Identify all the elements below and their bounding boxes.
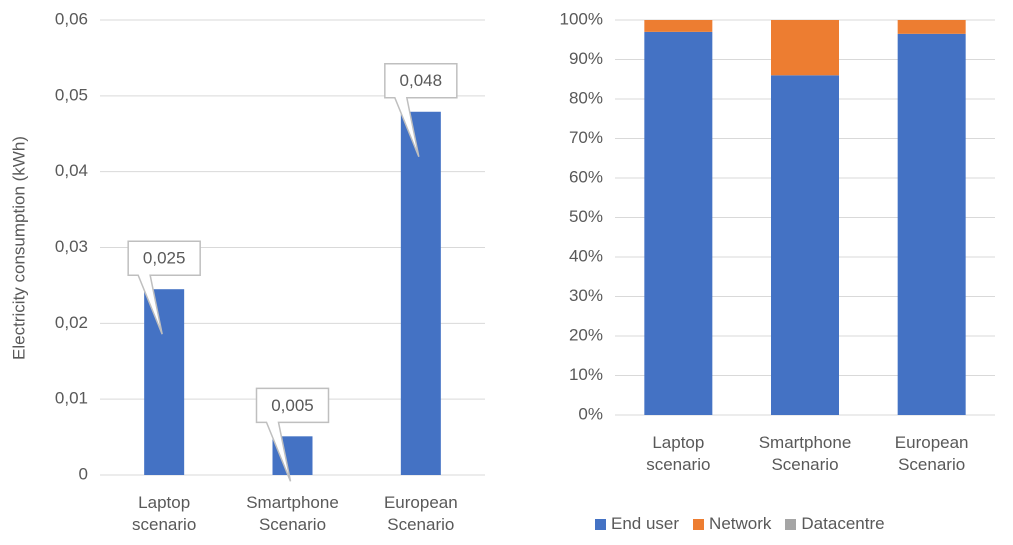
legend-entry: Network [693,514,771,534]
x-tick-label: European Scenario [894,433,969,474]
callout [127,240,201,335]
bar-segment [897,20,966,34]
bar-segment [644,31,713,415]
x-tick-label: Smartphone Scenario [246,493,339,534]
legend-label: End user [611,514,680,533]
callout [255,387,330,482]
y-tick-label: 0,05 [55,85,88,104]
data-label: 0,048 [400,71,443,90]
y-tick-label: 60% [569,167,603,186]
bar-segment [644,20,713,32]
y-tick-label: 0% [578,404,603,423]
bar [400,111,441,475]
y-tick-label: 0,02 [55,313,88,332]
y-tick-label: 10% [569,365,603,384]
bar-segment [771,75,839,416]
x-tick-label: Laptop scenario [646,433,711,474]
legend-swatch [785,518,797,530]
y-tick-label: 0,06 [55,9,88,28]
legend-entry: End user [595,514,679,534]
y-tick-label: 70% [569,128,603,147]
legend-entry: Datacentre [785,514,885,534]
data-label: 0,005 [271,396,314,415]
x-tick-label: European Scenario [383,493,458,534]
bar [144,289,185,475]
legend-swatch [693,518,705,530]
y-tick-label: 80% [569,88,603,107]
y-tick-label: 40% [569,246,603,265]
y-axis-label: Electricity consumption (kWh) [9,136,28,360]
y-tick-label: 0 [79,464,88,483]
y-tick-label: 30% [569,286,603,305]
y-tick-label: 20% [569,325,603,344]
data-label: 0,025 [143,249,186,268]
y-tick-label: 0,01 [55,389,88,408]
y-tick-label: 0,03 [55,237,88,256]
legend-swatch [595,518,606,530]
x-tick-label: Smartphone Scenario [758,433,852,474]
x-tick-label: Laptop scenario [132,493,197,534]
y-tick-label: 100% [560,9,603,28]
y-tick-label: 90% [569,49,603,68]
bar-segment [771,20,839,76]
legend-label: Network [709,514,772,533]
legend-label: Datacentre [801,514,885,533]
callout [384,63,458,158]
bar-segment [897,33,966,415]
y-tick-label: 50% [569,207,603,226]
y-tick-label: 0,04 [55,161,88,180]
